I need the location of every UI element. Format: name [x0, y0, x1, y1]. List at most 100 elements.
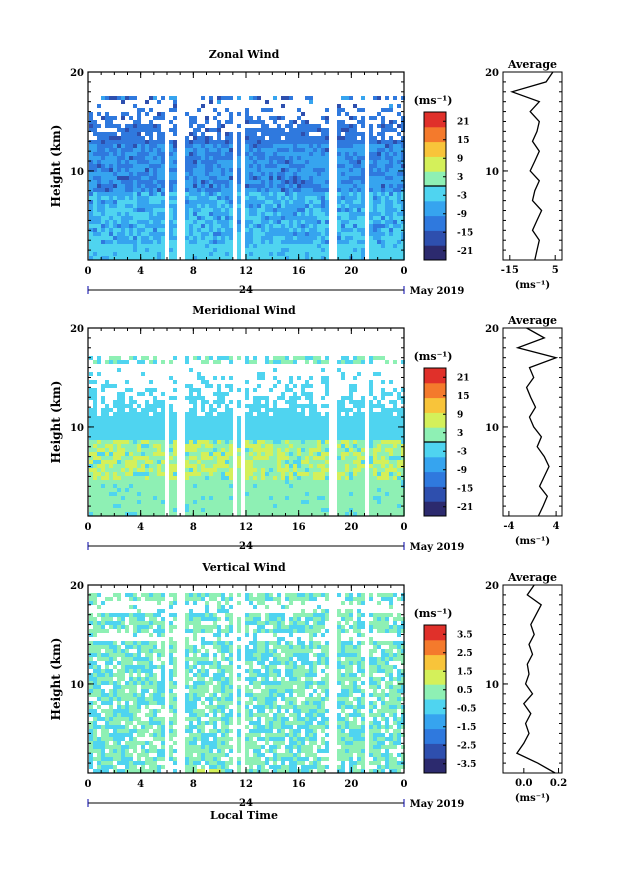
heatmap-cell	[217, 432, 221, 436]
heatmap-cell	[261, 132, 265, 136]
heatmap-cell	[357, 176, 361, 180]
heatmap-cell	[133, 428, 137, 432]
heatmap-cell	[249, 432, 253, 436]
heatmap-cell	[125, 448, 129, 452]
heatmap-cell	[277, 484, 281, 488]
heatmap-cell	[257, 192, 261, 196]
heatmap-cell	[245, 252, 249, 256]
heatmap-cell	[353, 468, 357, 472]
heatmap-cell	[385, 216, 389, 220]
heatmap-cell	[105, 112, 109, 116]
heatmap-cell	[125, 156, 129, 160]
heatmap-cell	[113, 216, 117, 220]
heatmap-cell	[293, 484, 297, 488]
heatmap-cell	[249, 500, 253, 504]
heatmap-cell	[217, 476, 221, 480]
heatmap-cell	[289, 424, 293, 428]
heatmap-cell	[289, 464, 293, 468]
heatmap-cell	[349, 496, 353, 500]
heatmap-cell	[281, 452, 285, 456]
heatmap-cell	[257, 432, 261, 436]
heatmap-cell	[377, 132, 381, 136]
heatmap-cell	[297, 488, 301, 492]
heatmap-cell	[269, 180, 273, 184]
heatmap-cell	[149, 124, 153, 128]
heatmap-cell	[397, 416, 401, 420]
heatmap-cell	[357, 256, 361, 260]
heatmap-cell	[305, 252, 309, 256]
heatmap-cell	[141, 428, 145, 432]
heatmap-cell	[141, 204, 145, 208]
heatmap-cell	[357, 212, 361, 216]
heatmap-cell	[285, 152, 289, 156]
heatmap-cell	[277, 480, 281, 484]
heatmap-cell	[305, 168, 309, 172]
heatmap-cell	[393, 140, 397, 144]
heatmap-cell	[185, 160, 189, 164]
heatmap-cell	[317, 496, 321, 500]
heatmap-cell	[293, 448, 297, 452]
heatmap-cell	[185, 460, 189, 464]
heatmap-cell	[261, 216, 265, 220]
heatmap-cell	[173, 156, 177, 160]
heatmap-cell	[321, 480, 325, 484]
heatmap-cell	[313, 404, 317, 408]
heatmap-cell	[169, 140, 173, 144]
heatmap-cell	[397, 172, 401, 176]
heatmap-cell	[253, 184, 257, 188]
heatmap-cell	[137, 504, 141, 508]
heatmap-cell	[141, 256, 145, 260]
heatmap-cell	[205, 196, 209, 200]
heatmap-cell	[313, 456, 317, 460]
heatmap-cell	[377, 188, 381, 192]
heatmap-cell	[285, 436, 289, 440]
heatmap-cell	[117, 512, 121, 516]
heatmap-cell	[325, 180, 329, 184]
heatmap-cell	[385, 472, 389, 476]
heatmap-cell	[121, 440, 125, 444]
heatmap-cell	[261, 248, 265, 252]
heatmap-cell	[161, 392, 165, 396]
heatmap-cell	[201, 172, 205, 176]
heatmap-cell	[97, 512, 101, 516]
heatmap-cell	[213, 464, 217, 468]
heatmap-cell	[185, 476, 189, 480]
heatmap-cell	[393, 492, 397, 496]
heatmap-cell	[285, 188, 289, 192]
heatmap-cell	[293, 216, 297, 220]
heatmap-cell	[361, 244, 365, 248]
heatmap-cell	[385, 360, 389, 364]
heatmap-cell	[301, 428, 305, 432]
heatmap-cell	[273, 236, 277, 240]
heatmap-cell	[213, 172, 217, 176]
heatmap-cell	[237, 240, 241, 244]
heatmap-cell	[125, 220, 129, 224]
heatmap-cell	[285, 200, 289, 204]
heatmap-cell	[393, 160, 397, 164]
heatmap-cell	[345, 192, 349, 196]
heatmap-cell	[293, 496, 297, 500]
heatmap-cell	[121, 424, 125, 428]
heatmap-cell	[301, 128, 305, 132]
heatmap-cell	[201, 416, 205, 420]
heatmap-cell	[205, 464, 209, 468]
heatmap-cell	[145, 460, 149, 464]
heatmap-cell	[301, 168, 305, 172]
heatmap-cell	[353, 220, 357, 224]
heatmap-cell	[293, 424, 297, 428]
profile-y-tick-label: 10	[485, 167, 499, 178]
heatmap-cell	[129, 116, 133, 120]
heatmap-cell	[301, 236, 305, 240]
heatmap-cell	[373, 172, 377, 176]
heatmap-cell	[369, 432, 373, 436]
heatmap-cell	[337, 404, 341, 408]
heatmap-cell	[129, 436, 133, 440]
heatmap-cell	[153, 200, 157, 204]
heatmap-cell	[245, 456, 249, 460]
heatmap-cell	[253, 424, 257, 428]
heatmap-cell	[377, 500, 381, 504]
heatmap-cell	[145, 484, 149, 488]
heatmap-cell	[397, 248, 401, 252]
heatmap-cell	[289, 492, 293, 496]
heatmap-cell	[141, 412, 145, 416]
